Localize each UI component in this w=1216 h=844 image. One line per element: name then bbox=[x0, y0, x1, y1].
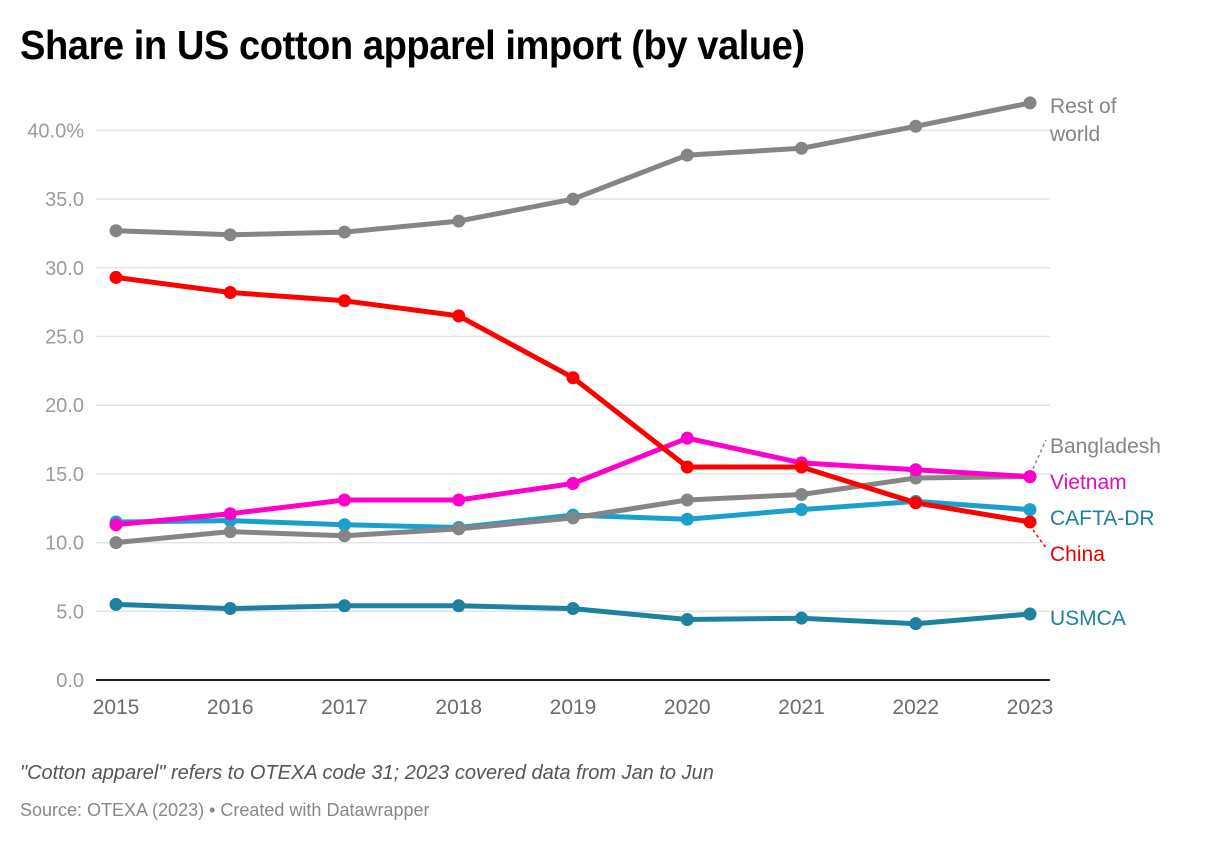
data-point-china bbox=[680, 460, 694, 474]
data-point-usmca bbox=[452, 599, 466, 613]
y-tick-label: 40.0% bbox=[27, 120, 84, 142]
data-point-bangladesh bbox=[223, 525, 237, 539]
y-tick-label: 0.0 bbox=[56, 670, 84, 692]
series-label-china: China bbox=[1050, 543, 1105, 566]
series-china bbox=[109, 270, 1037, 529]
series-lines bbox=[109, 96, 1037, 631]
data-point-rest-of-world bbox=[109, 224, 123, 238]
data-point-bangladesh bbox=[680, 493, 694, 507]
series-line-rest-of-world bbox=[113, 100, 1033, 238]
data-point-bangladesh bbox=[338, 529, 351, 543]
data-point-bangladesh bbox=[566, 511, 580, 525]
data-point-china bbox=[338, 294, 351, 308]
x-tick-label: 2023 bbox=[1007, 696, 1054, 719]
data-point-china bbox=[1023, 515, 1037, 529]
data-point-bangladesh bbox=[109, 536, 123, 550]
data-point-vietnam bbox=[680, 431, 694, 445]
y-tick-label: 30.0 bbox=[45, 258, 84, 280]
data-point-rest-of-world bbox=[909, 119, 923, 133]
y-tick-label: 20.0 bbox=[45, 395, 84, 417]
data-point-cafta-dr bbox=[1023, 503, 1037, 517]
gridlines bbox=[96, 129, 1050, 681]
data-point-rest-of-world bbox=[566, 192, 580, 206]
series-label-bangladesh: Bangladesh bbox=[1050, 435, 1161, 458]
chart-note: "Cotton apparel" refers to OTEXA code 31… bbox=[20, 762, 714, 784]
series-label-rest-of-world: Rest of bbox=[1050, 95, 1117, 118]
y-tick-label: 25.0 bbox=[45, 327, 84, 349]
series-label-cafta-dr: CAFTA-DR bbox=[1050, 507, 1155, 530]
data-point-rest-of-world bbox=[795, 141, 808, 155]
series-rest-of-world bbox=[109, 96, 1037, 242]
x-tick-label: 2020 bbox=[664, 696, 711, 719]
data-point-usmca bbox=[109, 597, 123, 611]
x-tick-label: 2015 bbox=[93, 696, 140, 719]
x-tick-label: 2019 bbox=[550, 696, 597, 719]
data-point-vietnam bbox=[109, 518, 123, 532]
data-point-china bbox=[223, 286, 237, 300]
data-point-cafta-dr bbox=[795, 503, 808, 517]
data-point-china bbox=[452, 309, 466, 323]
series-label-rest-of-world: world bbox=[1049, 123, 1100, 146]
data-point-bangladesh bbox=[795, 488, 808, 502]
data-point-rest-of-world bbox=[452, 214, 466, 228]
label-connector-china bbox=[1032, 529, 1047, 549]
data-point-cafta-dr bbox=[680, 512, 694, 526]
data-point-china bbox=[909, 496, 923, 510]
data-point-china bbox=[109, 270, 123, 284]
chart-title: Share in US cotton apparel import (by va… bbox=[20, 22, 805, 68]
data-point-vietnam bbox=[566, 477, 580, 491]
data-point-vietnam bbox=[1023, 470, 1037, 484]
data-point-usmca bbox=[909, 617, 923, 631]
data-point-rest-of-world bbox=[223, 228, 237, 242]
series-label-usmca: USMCA bbox=[1050, 607, 1126, 630]
y-tick-label: 10.0 bbox=[45, 533, 84, 555]
y-tick-label: 15.0 bbox=[45, 464, 84, 486]
label-connector-bangladesh bbox=[1032, 439, 1047, 469]
data-point-usmca bbox=[338, 599, 351, 613]
data-point-china bbox=[795, 460, 808, 474]
data-point-vietnam bbox=[909, 463, 923, 477]
y-tick-label: 35.0 bbox=[45, 189, 84, 211]
data-point-usmca bbox=[1023, 607, 1037, 621]
data-point-rest-of-world bbox=[338, 225, 351, 239]
x-axis-ticks: 2015 2016 2017 2018 2019 2020 2021 2022 2023 bbox=[93, 696, 1054, 719]
x-tick-label: 2017 bbox=[321, 696, 368, 719]
x-tick-label: 2022 bbox=[892, 696, 939, 719]
series-usmca bbox=[109, 597, 1037, 631]
series-label-vietnam: Vietnam bbox=[1050, 471, 1127, 494]
data-point-vietnam bbox=[452, 493, 466, 507]
data-point-vietnam bbox=[223, 507, 237, 521]
data-point-rest-of-world bbox=[680, 148, 694, 162]
data-point-usmca bbox=[223, 602, 237, 616]
data-point-rest-of-world bbox=[1023, 96, 1037, 110]
data-point-china bbox=[566, 371, 580, 385]
x-tick-label: 2016 bbox=[207, 696, 254, 719]
data-point-usmca bbox=[795, 611, 808, 625]
x-tick-label: 2018 bbox=[435, 696, 482, 719]
chart-source: Source: OTEXA (2023) • Created with Data… bbox=[20, 800, 430, 820]
y-axis-ticks: 0.0 5.0 10.0 15.0 20.0 25.0 30.0 35.0 40.0% bbox=[27, 120, 84, 692]
y-tick-label: 5.0 bbox=[56, 601, 84, 623]
data-point-vietnam bbox=[338, 493, 351, 507]
data-point-cafta-dr bbox=[338, 518, 351, 532]
data-point-bangladesh bbox=[452, 522, 466, 536]
data-point-usmca bbox=[680, 613, 694, 627]
series-labels: Rest of world Bangladesh CAFTA-DR Vietnam Chi… bbox=[1032, 95, 1161, 630]
data-point-usmca bbox=[566, 602, 580, 616]
x-tick-label: 2021 bbox=[778, 696, 825, 719]
